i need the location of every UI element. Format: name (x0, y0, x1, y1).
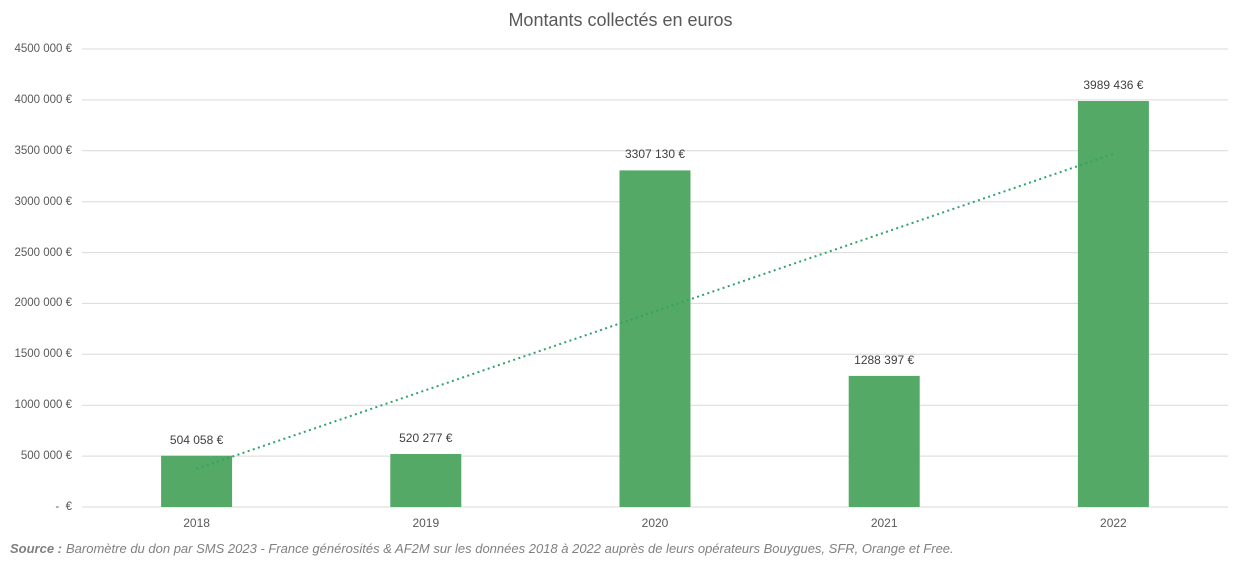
chart-title: Montants collectés en euros (508, 10, 733, 30)
bar-2018 (161, 455, 233, 507)
source-caption: Source : Baromètre du don par SMS 2023 - … (10, 541, 954, 557)
bar-2021 (848, 375, 920, 507)
bar-2019 (390, 454, 462, 507)
source-caption-label: Source : (10, 541, 63, 556)
bar-2022 (1077, 101, 1149, 507)
bar-2020 (619, 170, 691, 507)
source-caption-text: Baromètre du don par SMS 2023 - France g… (66, 541, 954, 556)
